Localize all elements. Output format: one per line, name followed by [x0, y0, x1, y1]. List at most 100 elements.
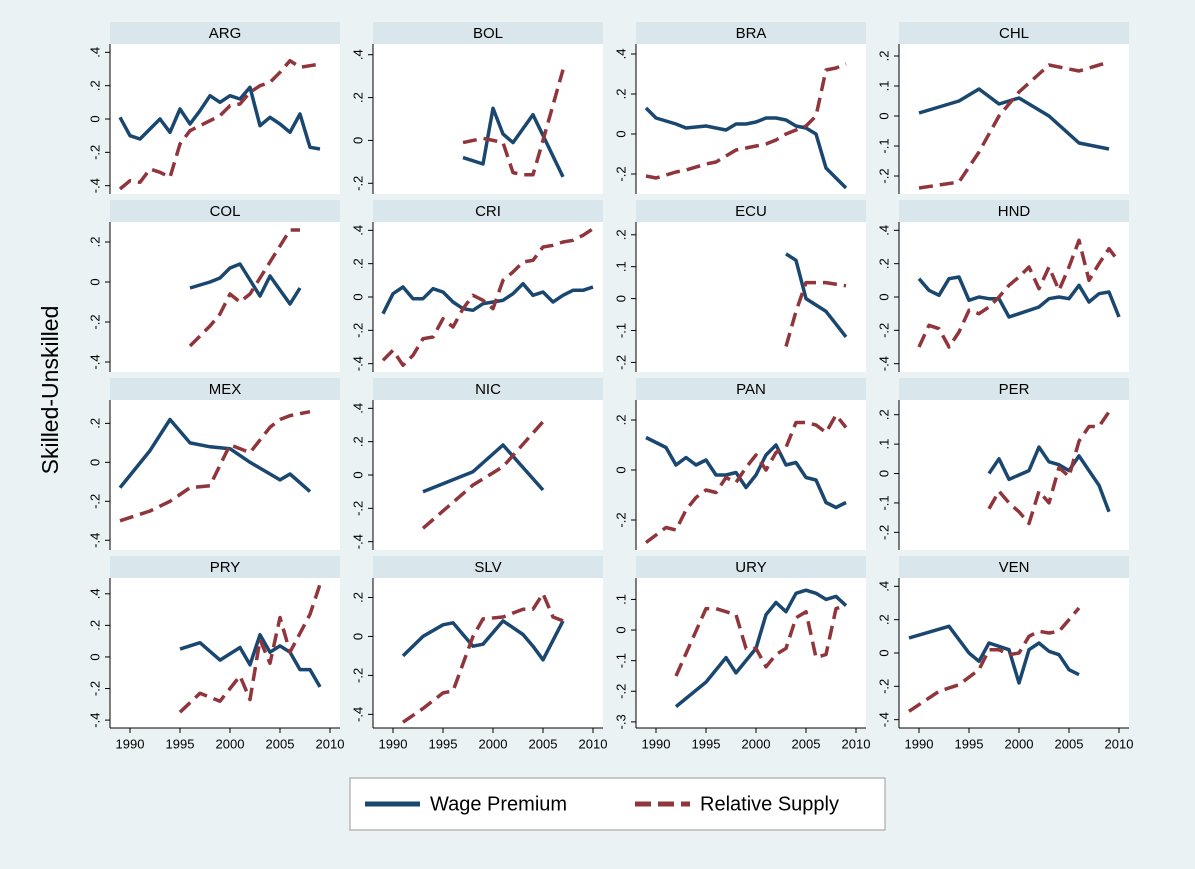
- y-tick-label: 0: [613, 466, 628, 473]
- y-tick-label: -.2: [613, 355, 628, 370]
- panel-title: MEX: [209, 381, 242, 398]
- y-axis-title: Skilled-Unskilled: [37, 306, 63, 475]
- y-tick-label: 0: [876, 649, 891, 656]
- panel-header: [636, 200, 866, 222]
- y-tick-label: -.4: [87, 533, 102, 548]
- x-tick-label: 2005: [1055, 736, 1084, 751]
- x-tick-label: 1990: [642, 736, 671, 751]
- panel-header: [373, 22, 603, 44]
- series-line: [674, 588, 848, 708]
- legend-label: Wage Premium: [430, 793, 567, 815]
- panel-title: URY: [735, 559, 766, 576]
- series-line: [422, 443, 545, 494]
- y-tick-label: 0: [876, 470, 891, 477]
- plot-area: [373, 222, 603, 372]
- series-line: [401, 619, 565, 662]
- panel-header: [110, 378, 340, 400]
- y-tick-label: .1: [876, 439, 891, 450]
- y-tick-label: .1: [876, 81, 891, 92]
- panel-header: [110, 200, 340, 222]
- x-tick-label: 2000: [1005, 736, 1034, 751]
- y-tick-label: .4: [350, 403, 365, 414]
- plot-area: [899, 222, 1129, 372]
- y-tick-label: -.1: [876, 138, 891, 153]
- series-line: [462, 69, 565, 177]
- x-tick-label: 1990: [379, 736, 408, 751]
- x-tick-label: 1990: [116, 736, 145, 751]
- series-line: [645, 62, 847, 180]
- panel-header: [636, 556, 866, 578]
- panel-title: HND: [998, 203, 1031, 220]
- y-tick-label: 0: [613, 130, 628, 137]
- y-tick-label: -.2: [613, 166, 628, 181]
- series-line: [785, 252, 848, 338]
- series-line: [987, 410, 1111, 526]
- y-tick-label: 0: [350, 137, 365, 144]
- panel-title: ECU: [735, 203, 767, 220]
- y-tick-label: .2: [613, 229, 628, 240]
- y-tick-label: .2: [350, 258, 365, 269]
- y-tick-label: .4: [350, 49, 365, 60]
- y-tick-label: .2: [350, 92, 365, 103]
- y-tick-label: -.1: [613, 323, 628, 338]
- series-line: [189, 262, 302, 306]
- y-tick-label: .1: [613, 594, 628, 605]
- plot-area: [110, 578, 340, 728]
- y-tick-label: -.2: [876, 168, 891, 183]
- series-line: [118, 417, 312, 493]
- series-line: [118, 58, 321, 191]
- y-tick-label: 0: [350, 293, 365, 300]
- y-tick-label: .1: [613, 261, 628, 272]
- panel-header: [373, 556, 603, 578]
- panel-title: COL: [210, 203, 241, 220]
- panel-title: NIC: [475, 381, 501, 398]
- x-tick-label: 1995: [955, 736, 984, 751]
- plot-area: [636, 400, 866, 550]
- x-tick-label: 2000: [216, 736, 245, 751]
- y-tick-label: -.1: [613, 653, 628, 668]
- plot-area: [110, 400, 340, 550]
- y-tick-label: 0: [87, 115, 102, 122]
- series-line: [918, 87, 1110, 151]
- y-tick-label: .4: [613, 49, 628, 60]
- panel-title: BOL: [473, 25, 503, 42]
- panel-header: [899, 22, 1129, 44]
- series-line: [188, 228, 300, 348]
- panel-header: [373, 200, 603, 222]
- panel-title: PER: [999, 381, 1030, 398]
- y-tick-label: 0: [350, 471, 365, 478]
- panel-title: VEN: [999, 559, 1030, 576]
- y-tick-label: -.4: [350, 534, 365, 549]
- y-tick-label: .4: [876, 225, 891, 236]
- series-line: [987, 445, 1111, 513]
- y-tick-label: -.2: [876, 679, 891, 694]
- panel-header: [110, 556, 340, 578]
- y-tick-label: .2: [350, 436, 365, 447]
- y-tick-label: .2: [87, 80, 102, 91]
- y-tick-label: -.2: [350, 668, 365, 683]
- y-tick-label: -.2: [87, 681, 102, 696]
- panel-header: [899, 556, 1129, 578]
- y-tick-label: -.3: [613, 714, 628, 729]
- x-tick-label: 2010: [842, 736, 871, 751]
- y-tick-label: .2: [876, 51, 891, 62]
- y-tick-label: .2: [876, 614, 891, 625]
- y-tick-label: -.2: [87, 145, 102, 160]
- y-tick-label: -.4: [87, 178, 102, 193]
- y-tick-label: 0: [350, 633, 365, 640]
- x-tick-label: 2005: [529, 736, 558, 751]
- y-tick-label: -.2: [350, 501, 365, 516]
- series-line: [645, 435, 847, 510]
- y-tick-label: 0: [613, 295, 628, 302]
- y-tick-label: -.2: [876, 323, 891, 338]
- y-tick-label: 0: [613, 626, 628, 633]
- plot-area: [373, 578, 603, 728]
- y-tick-label: -.1: [876, 495, 891, 510]
- y-tick-label: .2: [87, 418, 102, 429]
- y-tick-label: .4: [876, 581, 891, 592]
- series-line: [644, 413, 848, 544]
- series-line: [118, 85, 321, 151]
- plot-area: [636, 222, 866, 372]
